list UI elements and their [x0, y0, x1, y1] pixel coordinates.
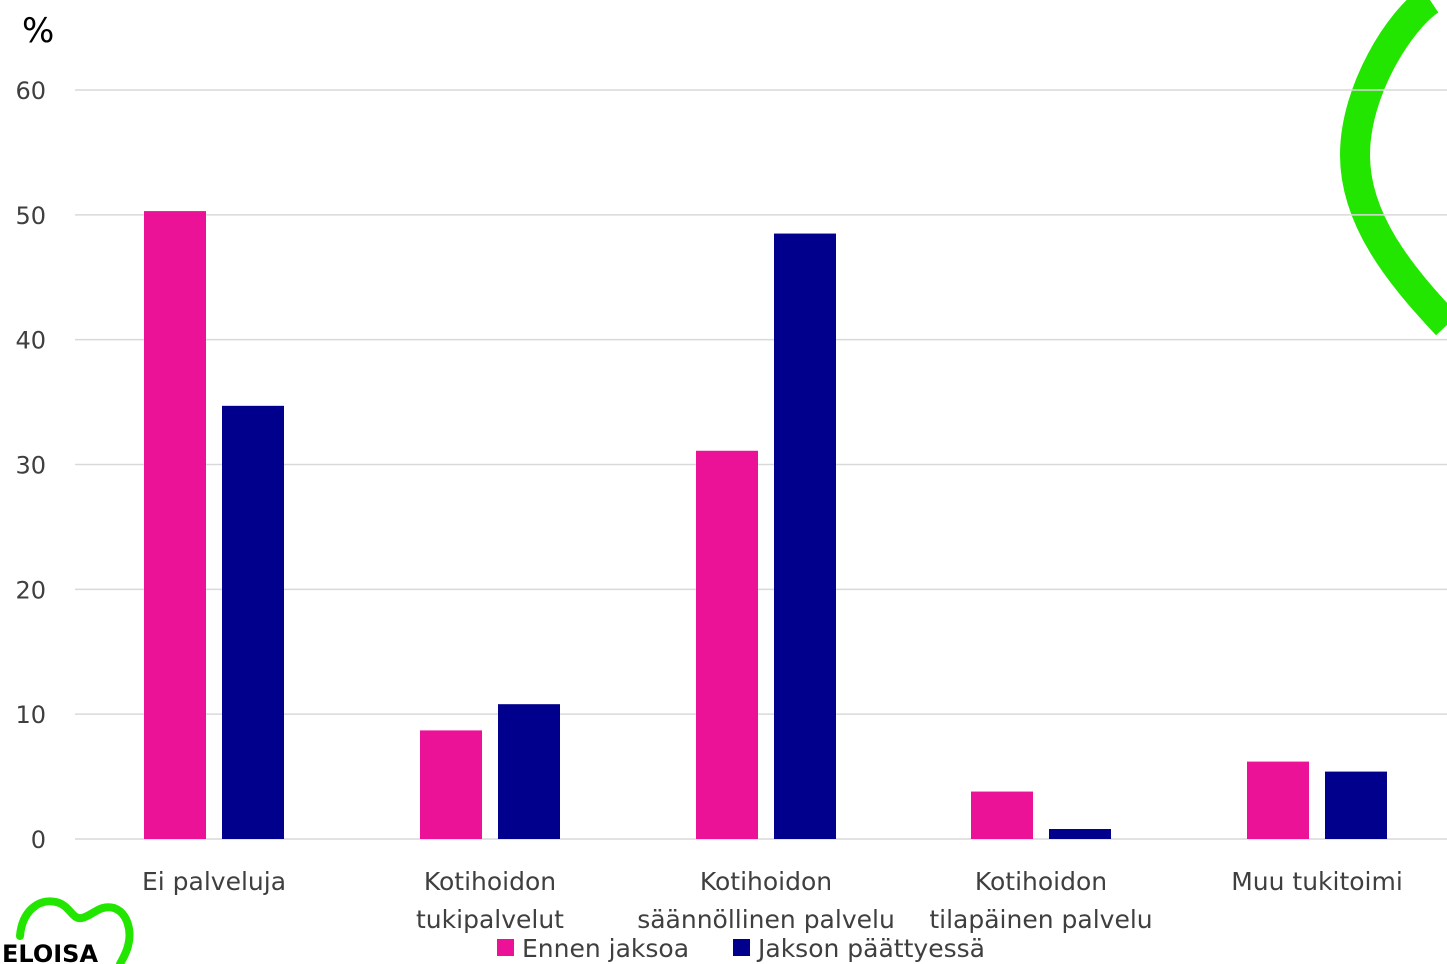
bar-series-0-cat-4 [1247, 761, 1309, 839]
x-category-label: Kotihoidon [975, 867, 1107, 896]
eloisa-logo-text: ELOISA [2, 940, 98, 964]
x-category-label: Kotihoidon [700, 867, 832, 896]
y-tick-label: 60 [15, 77, 46, 105]
bar-series-1-cat-4 [1325, 771, 1387, 839]
bar-series-0-cat-2 [696, 450, 758, 839]
legend-swatch-ennen-jaksoa [497, 939, 514, 956]
x-category-label: Ei palveluja [142, 867, 286, 896]
legend-label-ennen-jaksoa: Ennen jaksoa [522, 934, 689, 963]
bar-series-0-cat-0 [144, 211, 206, 840]
y-tick-label: 50 [15, 202, 46, 230]
x-category-label: tilapäinen palvelu [929, 905, 1152, 934]
y-axis-ticks: 0 10 20 30 40 50 60 [15, 77, 46, 854]
x-axis-categories: Ei palveluja Kotihoidon tukipalvelut Kotiho… [142, 867, 1403, 934]
bar-series-0-cat-3 [971, 791, 1033, 839]
legend-label-jakson-paattyessa: Jakson päättyessä [756, 934, 985, 963]
bar-series-1-cat-3 [1049, 829, 1111, 839]
legend: Ennen jaksoa Jakson päättyessä [497, 934, 985, 963]
legend-swatch-jakson-paattyessa [733, 939, 750, 956]
x-category-label: Muu tukitoimi [1231, 867, 1403, 896]
bar-series-1-cat-0 [222, 405, 284, 839]
y-tick-label: 20 [15, 576, 46, 604]
y-tick-label: 0 [31, 826, 46, 854]
decorative-green-curve [1339, 0, 1447, 336]
y-tick-label: 40 [15, 327, 46, 355]
y-tick-label: 10 [15, 701, 46, 729]
grid-lines [75, 89, 1447, 840]
y-tick-label: 30 [15, 452, 46, 480]
bar-series-1-cat-2 [774, 233, 836, 839]
bars [144, 211, 1387, 840]
eloisa-logo-mark [16, 897, 134, 964]
x-category-label: Kotihoidon [424, 867, 556, 896]
x-category-label: tukipalvelut [416, 905, 564, 934]
y-unit-label: % [22, 11, 54, 51]
bar-series-1-cat-1 [498, 704, 560, 839]
bar-series-0-cat-1 [420, 730, 482, 839]
eloisa-logo: ELOISA [2, 897, 134, 964]
x-category-label: säännöllinen palvelu [637, 905, 895, 934]
